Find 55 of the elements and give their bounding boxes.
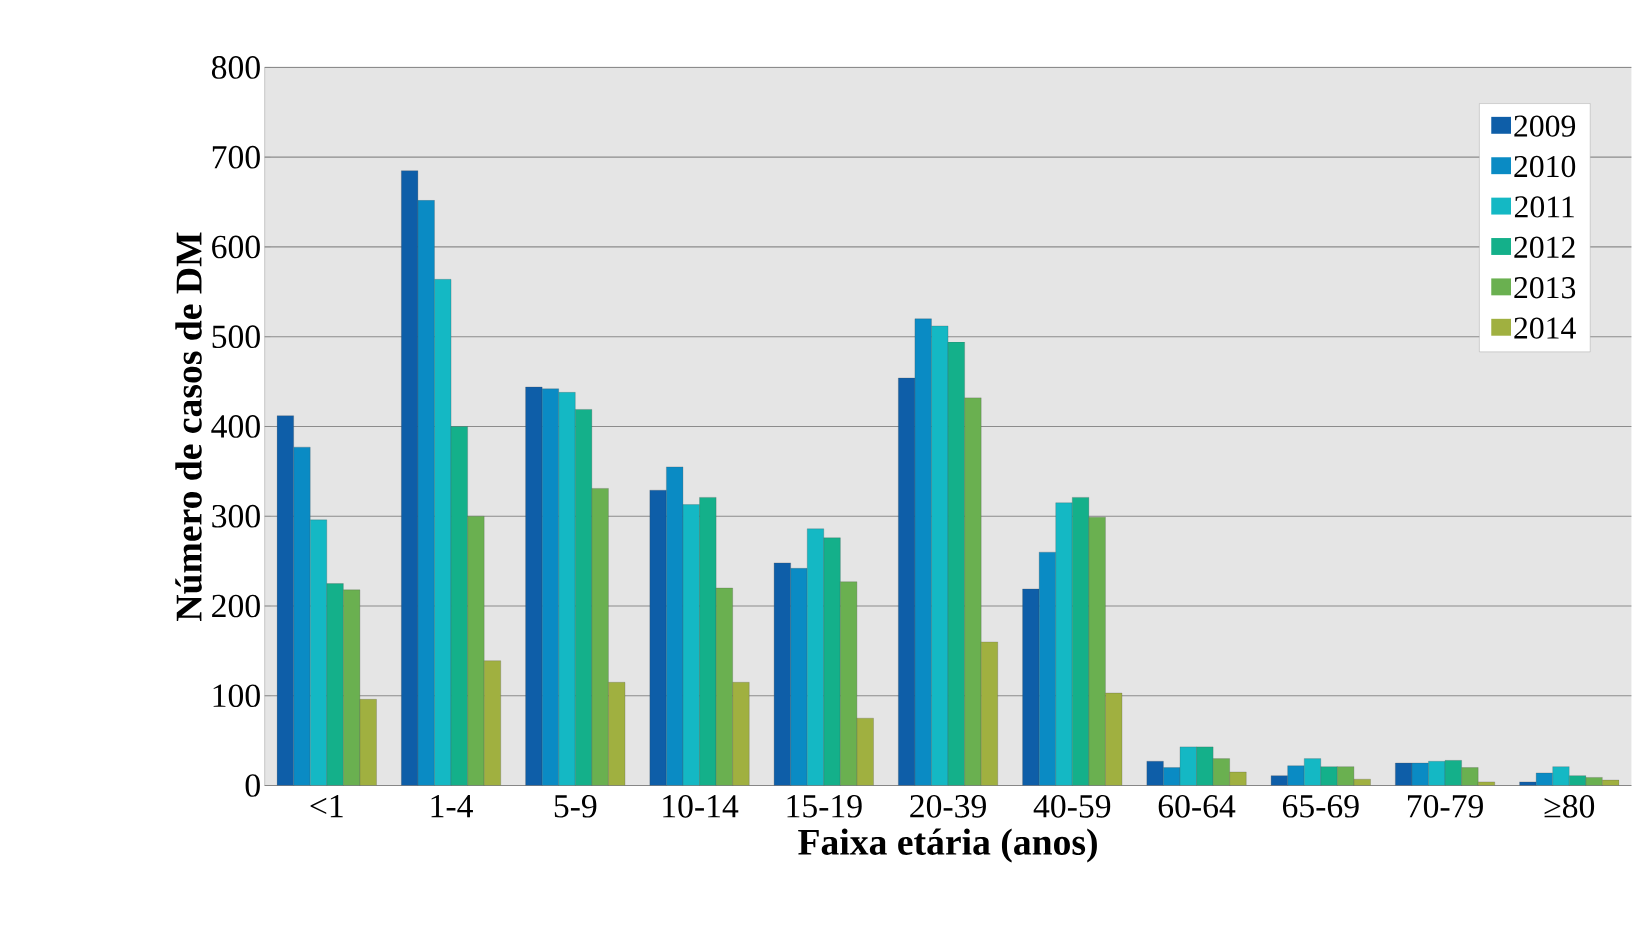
bar	[484, 660, 501, 786]
bar	[343, 589, 361, 786]
x-tick-label: 65-69	[1282, 795, 1359, 818]
bar	[682, 504, 700, 786]
bar	[732, 682, 750, 786]
y-tick-label: 500	[212, 325, 260, 349]
x-tick-label: 1-4	[431, 795, 473, 818]
bar	[1055, 502, 1073, 786]
y-tick-label: 200	[212, 594, 260, 618]
y-tick-label: 800	[211, 56, 260, 79]
bar	[293, 447, 311, 786]
bar	[981, 641, 998, 786]
bar	[591, 488, 609, 786]
x-tick-label: ≥80	[1544, 794, 1595, 818]
x-tick-label: 20-39	[910, 794, 986, 818]
bar	[790, 568, 808, 786]
legend-label: 2010	[1514, 155, 1576, 178]
bar	[1039, 552, 1056, 786]
bar	[1461, 767, 1479, 786]
x-axis-title: Faixa etária (anos)	[798, 828, 1097, 863]
legend-label: 2013	[1514, 277, 1576, 299]
legend-label: 2012	[1514, 236, 1575, 259]
legend-label: 2014	[1514, 317, 1576, 339]
y-tick-label: 400	[211, 415, 260, 438]
bar	[1088, 517, 1106, 786]
bar	[666, 466, 684, 786]
bar	[1287, 765, 1305, 786]
legend-label: 2011	[1514, 196, 1574, 218]
bar	[914, 318, 932, 786]
y-tick-label: 600	[212, 235, 260, 259]
x-tick-label: 60-64	[1158, 794, 1236, 818]
bar	[840, 581, 858, 786]
bar	[1552, 766, 1570, 786]
x-tick-label: 5-9	[554, 795, 597, 818]
legend-label: 2009	[1514, 115, 1576, 137]
bar	[964, 397, 982, 786]
y-axis-title: Número de casos de DM	[175, 232, 202, 621]
y-tick-label: 300	[212, 504, 260, 528]
bar	[310, 519, 327, 786]
y-tick-label: 100	[213, 684, 260, 708]
y-tick-label: 700	[212, 145, 260, 169]
bar	[542, 388, 559, 786]
x-tick-label: <1	[310, 795, 343, 818]
bar	[417, 200, 435, 786]
x-tick-label: 10-14	[663, 794, 739, 818]
y-tick-label: 0	[245, 774, 260, 797]
bar	[467, 516, 485, 786]
x-tick-label: 40-59	[1033, 794, 1111, 818]
bar	[558, 392, 576, 786]
bar	[807, 528, 824, 786]
bar	[715, 587, 733, 786]
x-tick-label: 15-19	[787, 795, 862, 818]
x-tick-label: 70-79	[1407, 794, 1483, 818]
bar	[931, 325, 949, 786]
bar	[434, 279, 452, 786]
